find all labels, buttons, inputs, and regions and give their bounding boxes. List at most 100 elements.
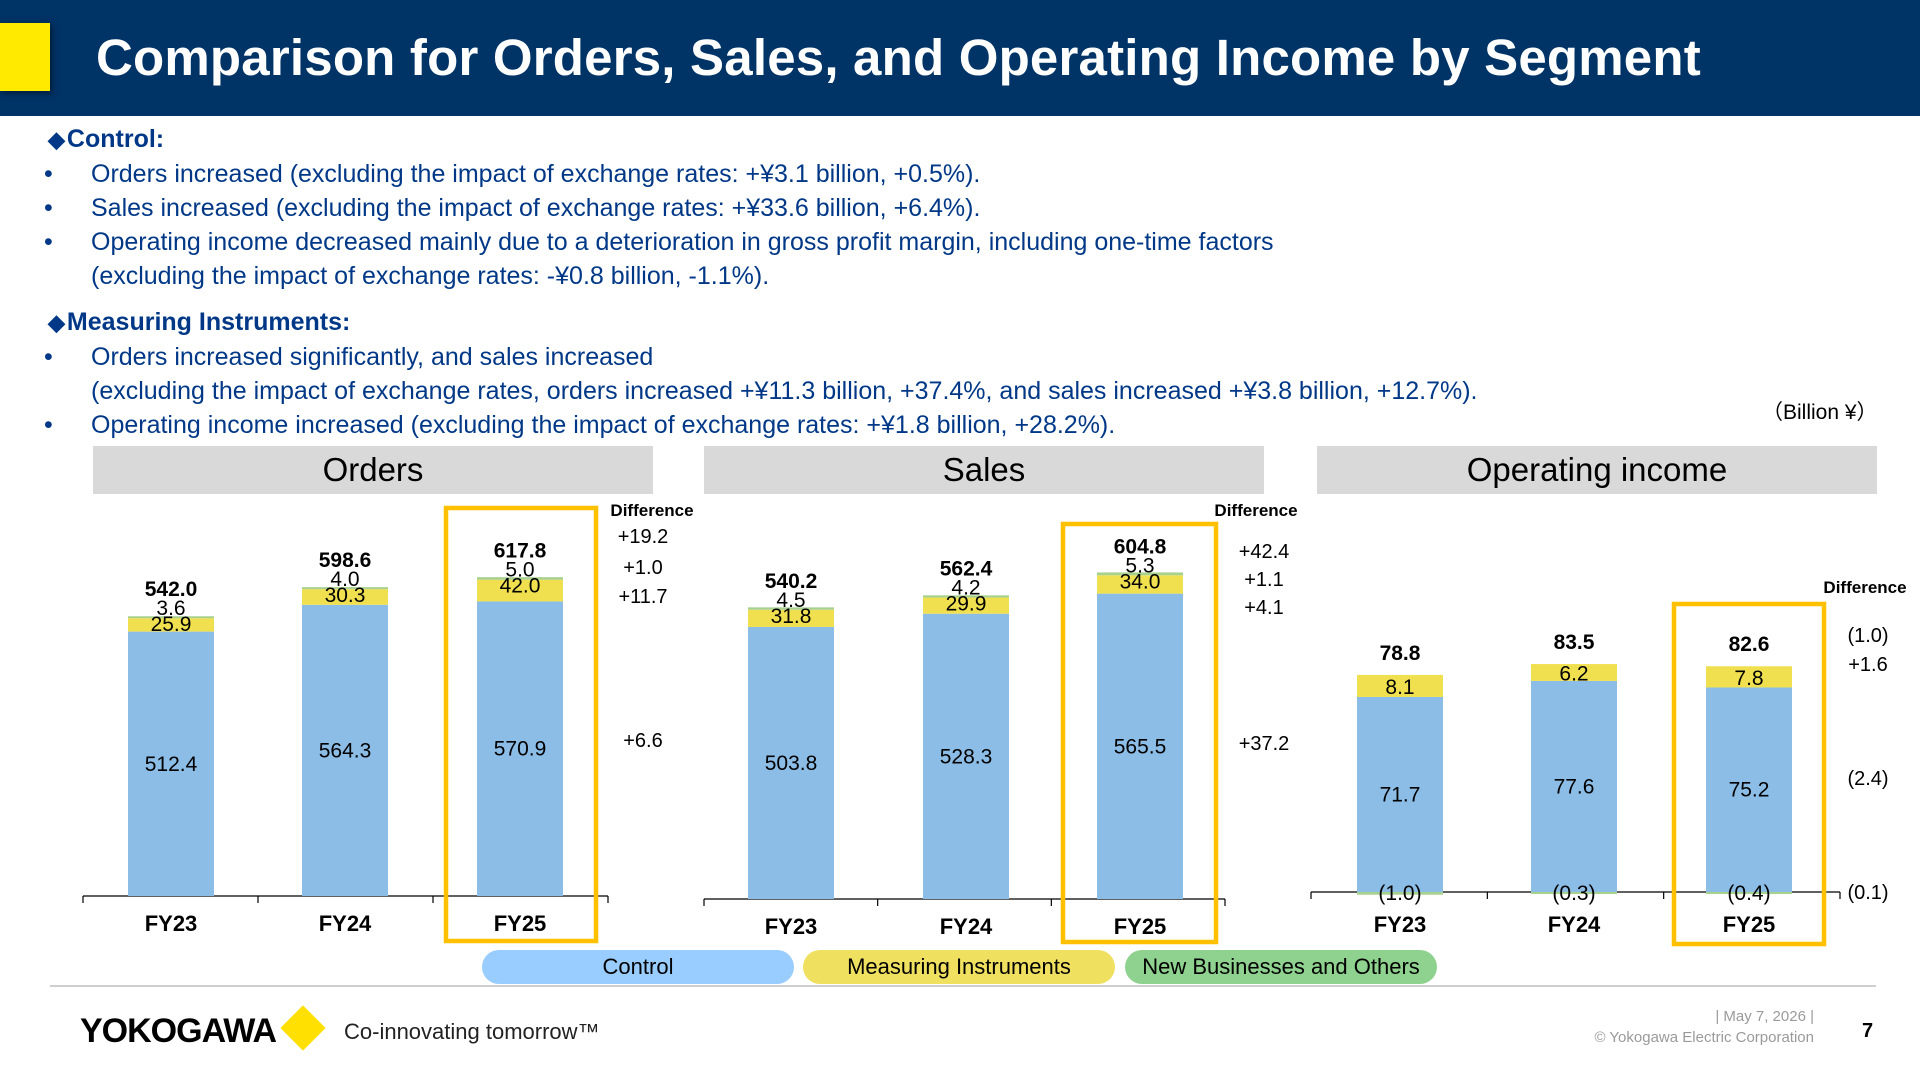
title-accent-square (0, 23, 50, 91)
unit-label: （Billion ¥） (1762, 401, 1878, 424)
measuring-bullet-operating-income: • Operating income increased (excluding t… (38, 408, 1838, 442)
value-label-total: 604.8 (1114, 535, 1167, 558)
difference-value-total: (1.0) (1847, 625, 1888, 647)
difference-value-measuring-instruments: +11.7 (618, 586, 667, 608)
bar-control (302, 604, 388, 896)
page-number: 7 (1862, 1020, 1874, 1042)
bar-measuring-instruments (1531, 664, 1617, 681)
value-label-total: 617.8 (494, 540, 547, 563)
legend-control: Control (482, 950, 794, 984)
bar-measuring-instruments (128, 618, 214, 632)
value-label-new-businesses: (0.3) (1552, 882, 1595, 905)
category-label-fy24: FY24 (319, 911, 372, 936)
bar-measuring-instruments (923, 597, 1009, 614)
bullet-icon: • (44, 160, 53, 188)
tagline: Co-innovating tomorrow™ (344, 1019, 600, 1044)
bar-measuring-instruments (477, 579, 563, 602)
bullet-icon: • (44, 343, 53, 371)
value-label-measuring-instruments: 29.9 (946, 593, 987, 616)
difference-header: Difference (610, 501, 693, 520)
difference-value-control: +6.6 (623, 730, 662, 752)
control-continuation: (excluding the impact of exchange rates:… (91, 262, 770, 290)
bar-measuring-instruments (302, 589, 388, 605)
difference-header: Difference (1823, 578, 1906, 597)
bar-measuring-instruments (1706, 666, 1792, 688)
value-label-measuring-instruments: 30.3 (325, 584, 366, 607)
bar-control (923, 613, 1009, 899)
chart-0 (82, 505, 609, 944)
measuring-heading: ◆Measuring Instruments: (48, 308, 351, 336)
diamond-bullet-icon: ◆ (48, 310, 65, 335)
value-label-new-businesses: 5.3 (1125, 554, 1154, 577)
highlight-box-fy25 (443, 505, 599, 944)
bar-measuring-instruments (1357, 674, 1443, 697)
category-label-fy23: FY23 (145, 911, 198, 936)
chart-2 (1310, 601, 1841, 947)
category-label-fy23: FY23 (765, 914, 818, 939)
summary-text: ◆Control: • Orders increased (excluding t… (38, 122, 1838, 442)
value-label-control: 71.7 (1380, 783, 1421, 806)
control-heading: ◆Control: (48, 125, 165, 153)
value-label-total: 83.5 (1554, 631, 1595, 654)
value-label-control: 570.9 (494, 738, 547, 761)
footer-date: | May 7, 2026 | (1715, 1008, 1814, 1025)
bar-measuring-instruments (1097, 575, 1183, 594)
bar-control (1357, 696, 1443, 892)
difference-value-control: +37.2 (1239, 733, 1290, 755)
value-label-new-businesses: (1.0) (1378, 882, 1421, 905)
measuring-bullet-orders-sales: • Orders increased significantly, and sal… (38, 340, 1838, 374)
value-label-control: 565.5 (1114, 735, 1167, 758)
control-bullet-orders: • Orders increased (excluding the impact … (38, 157, 1838, 191)
value-label-new-businesses: 3.6 (156, 597, 185, 620)
category-label-fy25: FY25 (1723, 912, 1776, 937)
value-label-measuring-instruments: 6.2 (1559, 662, 1588, 685)
bar-new-businesses (923, 595, 1009, 598)
value-label-new-businesses: 4.0 (330, 568, 359, 591)
bar-new-businesses (128, 616, 214, 619)
difference-value-new-businesses-and-others: +1.1 (1244, 569, 1283, 591)
chart-1 (703, 521, 1226, 945)
bar-control (128, 631, 214, 896)
bar-control (1531, 680, 1617, 892)
bullet-icon: • (44, 194, 53, 222)
highlight-box-fy25 (1671, 601, 1827, 947)
value-label-measuring-instruments: 7.8 (1734, 667, 1763, 690)
footer-copyright: © Yokogawa Electric Corporation (1594, 1029, 1814, 1046)
value-label-total: 562.4 (940, 558, 993, 581)
category-label-fy23: FY23 (1374, 912, 1427, 937)
value-label-control: 564.3 (319, 739, 372, 762)
difference-value-control: (2.4) (1847, 768, 1888, 790)
yokogawa-logo: YOKOGAWA (80, 1012, 277, 1050)
bar-new-businesses (748, 607, 834, 610)
bar-new-businesses (1357, 892, 1443, 895)
footer-divider (50, 985, 1876, 987)
bar-measuring-instruments (748, 609, 834, 627)
bar-control (1097, 593, 1183, 899)
value-label-new-businesses: (0.4) (1727, 882, 1770, 905)
category-label-fy24: FY24 (1548, 912, 1601, 937)
diamond-bullet-icon: ◆ (48, 127, 65, 152)
orders-panel-title: Orders (93, 446, 653, 494)
page-title: Comparison for Orders, Sales, and Operat… (96, 29, 1701, 86)
value-label-new-businesses: 4.2 (951, 577, 980, 600)
difference-value-total: +19.2 (618, 526, 669, 548)
value-label-control: 503.8 (765, 752, 818, 775)
value-label-total: 598.6 (319, 549, 372, 572)
title-bar: Comparison for Orders, Sales, and Operat… (0, 0, 1920, 116)
value-label-total: 542.0 (145, 578, 198, 601)
difference-value-new-businesses-and-others: (0.1) (1847, 882, 1888, 904)
difference-value-measuring-instruments: +4.1 (1244, 597, 1283, 619)
difference-value-total: +42.4 (1239, 541, 1290, 563)
legend-new-businesses: New Businesses and Others (1125, 950, 1437, 984)
bar-new-businesses (477, 577, 563, 580)
value-label-measuring-instruments: 8.1 (1385, 676, 1414, 699)
bar-control (1706, 687, 1792, 892)
bar-new-businesses (1531, 892, 1617, 894)
value-label-measuring-instruments: 42.0 (500, 575, 541, 598)
value-label-measuring-instruments: 25.9 (151, 613, 192, 636)
value-label-control: 512.4 (145, 753, 198, 776)
bar-new-businesses (1097, 572, 1183, 576)
value-label-new-businesses: 4.5 (776, 589, 805, 612)
category-label-fy25: FY25 (494, 911, 547, 936)
